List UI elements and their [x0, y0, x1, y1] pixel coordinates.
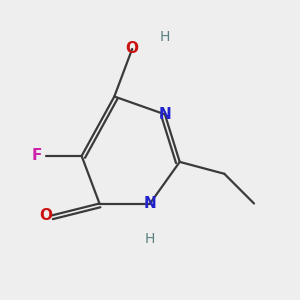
Text: O: O: [40, 208, 52, 223]
Text: H: H: [145, 232, 155, 246]
Text: O: O: [126, 41, 139, 56]
Text: H: H: [160, 30, 170, 44]
Text: N: N: [158, 107, 171, 122]
Text: F: F: [32, 148, 42, 164]
Text: N: N: [144, 196, 156, 211]
